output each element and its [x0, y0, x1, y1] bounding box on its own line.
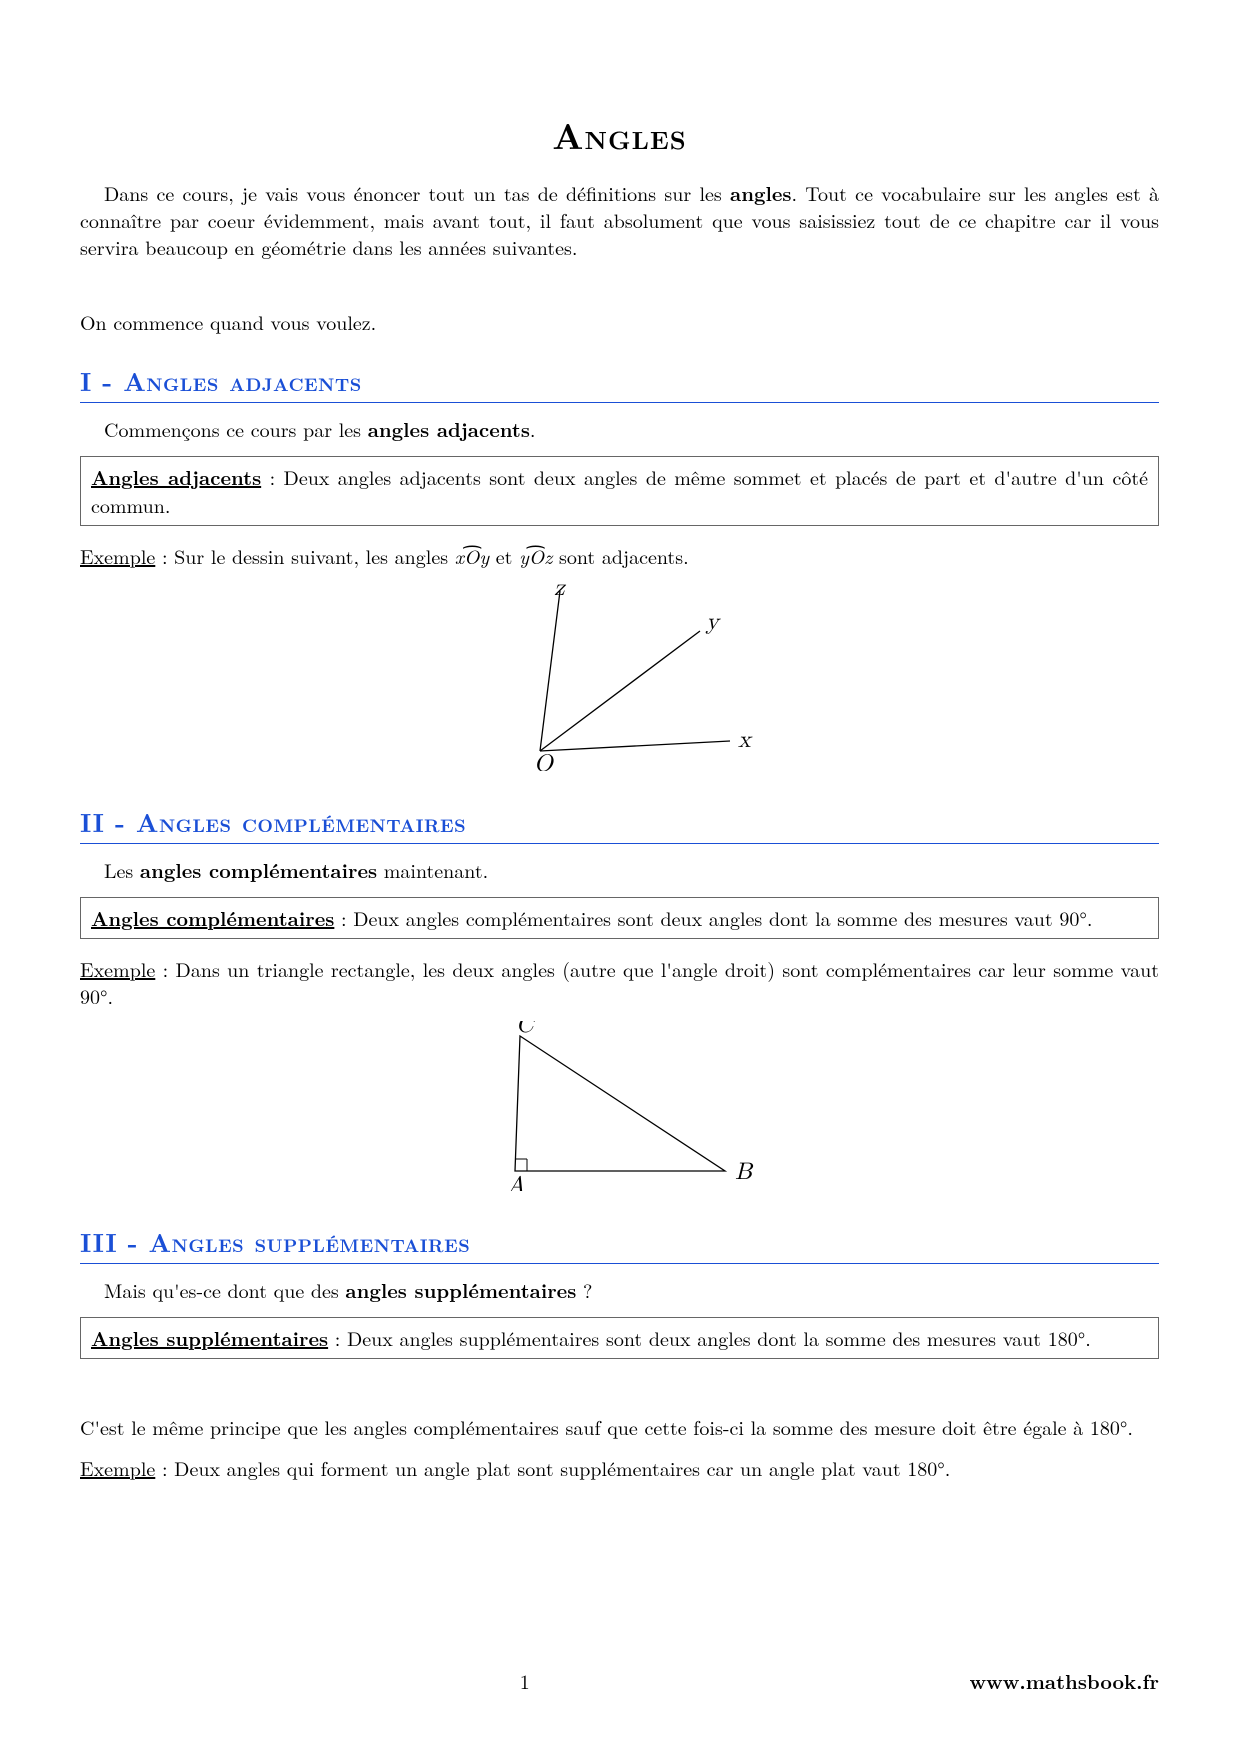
def-term: Angles supplémentaires — [91, 1323, 328, 1352]
page-number: 1 — [520, 1667, 530, 1694]
text: ? — [576, 1275, 592, 1304]
example-1: Exemple : Sur le dessin suivant, les ang… — [80, 542, 1159, 569]
adjacent-angles-diagram: Ox y z — [480, 581, 760, 771]
example-2: Exemple : Dans un triangle rectangle, le… — [80, 955, 1159, 1009]
svg-text:A: A — [507, 1174, 525, 1191]
angle-yoz: yOz — [519, 542, 552, 569]
angle-xoy: xOy — [455, 542, 489, 569]
example-label: Exemple — [80, 954, 155, 983]
text: sont adjacents. — [552, 541, 688, 570]
text: . — [530, 414, 536, 443]
section-1-heading: I - Angles adjacents — [80, 363, 1159, 403]
svg-text:x: x — [738, 728, 753, 752]
intro-paragraph-2: On commence quand vous voulez. — [80, 308, 1159, 335]
footer-site: www.mathsbook.fr — [970, 1667, 1159, 1694]
svg-text:y: y — [705, 610, 721, 634]
page-footer: 1 www.mathsbook.fr — [80, 1667, 1159, 1694]
definition-box-supplementaires: Angles supplémentaires : Deux angles sup… — [80, 1317, 1159, 1359]
text: Dans ce cours, je vais vous énoncer tout… — [104, 178, 730, 207]
example-label: Exemple — [80, 1453, 155, 1482]
spacer — [80, 270, 1159, 288]
text: Commençons ce cours par les — [104, 414, 368, 443]
section-3-paragraph: C'est le même principe que les angles co… — [80, 1413, 1159, 1440]
figure-adjacent-angles: Ox y z — [80, 581, 1159, 776]
section-3-heading: III - Angles supplémentaires — [80, 1224, 1159, 1264]
text: maintenant. — [377, 855, 488, 884]
section-2-subtext: Les angles complémentaires maintenant. — [104, 856, 1159, 883]
bold: angles adjacents — [368, 414, 530, 443]
section-2-heading: II - Angles complémentaires — [80, 804, 1159, 844]
example-label: Exemple — [80, 541, 155, 570]
svg-text:z: z — [554, 581, 567, 600]
example-3: Exemple : Deux angles qui forment un ang… — [80, 1454, 1159, 1481]
bold: angles complémentaires — [140, 855, 377, 884]
def-text: : Deux angles complémentaires sont deux … — [334, 903, 1092, 932]
spacer — [80, 1375, 1159, 1393]
intro-paragraph-1: Dans ce cours, je vais vous énoncer tout… — [80, 179, 1159, 260]
section-1-subtext: Commençons ce cours par les angles adjac… — [104, 415, 1159, 442]
page: Angles Dans ce cours, je vais vous énonc… — [0, 0, 1239, 1754]
svg-text:C: C — [516, 1021, 537, 1037]
def-term: Angles adjacents — [91, 462, 261, 491]
text: Mais qu'es-ce dont que des — [104, 1275, 345, 1304]
text: : Sur le dessin suivant, les angles — [155, 541, 454, 570]
svg-text:O: O — [534, 752, 555, 771]
text: : Dans un triangle rectangle, les deux a… — [80, 954, 1159, 1010]
right-triangle-diagram: A B C — [475, 1021, 765, 1191]
text: Les — [104, 855, 140, 884]
definition-box-complementaires: Angles complémentaires : Deux angles com… — [80, 897, 1159, 939]
bold: angles supplémentaires — [345, 1275, 576, 1304]
figure-right-triangle: A B C — [80, 1021, 1159, 1196]
svg-text:B: B — [735, 1160, 754, 1184]
definition-box-adjacents: Angles adjacents : Deux angles adjacents… — [80, 456, 1159, 526]
page-title: Angles — [80, 110, 1159, 159]
text: : Deux angles qui forment un angle plat … — [155, 1453, 950, 1482]
def-text: : Deux angles supplémentaires sont deux … — [328, 1323, 1091, 1352]
section-3-subtext: Mais qu'es-ce dont que des angles supplé… — [104, 1276, 1159, 1303]
bold-angles: angles — [730, 178, 791, 207]
def-term: Angles complémentaires — [91, 903, 334, 932]
